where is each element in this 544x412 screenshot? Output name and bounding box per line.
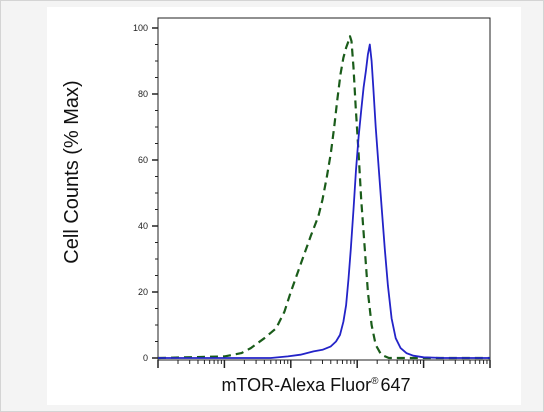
y-tick-label: 80 bbox=[138, 89, 148, 99]
y-tick-label: 20 bbox=[138, 287, 148, 297]
series-curve-2 bbox=[158, 43, 490, 359]
figure-panel bbox=[47, 7, 521, 405]
x-axis-label-main: mTOR-Alexa Fluor bbox=[221, 375, 371, 395]
y-tick-label: 40 bbox=[138, 221, 148, 231]
y-tick-label: 100 bbox=[133, 23, 148, 33]
x-axis-label-suffix: 647 bbox=[381, 375, 411, 395]
x-axis-label-super: ® bbox=[371, 376, 379, 387]
series-curve-1 bbox=[157, 35, 490, 360]
y-axis-label: Cell Counts (% Max) bbox=[61, 80, 83, 263]
axes: 0 20 40 60 80 100 bbox=[133, 17, 491, 368]
plot-frame bbox=[157, 17, 491, 361]
x-axis-label: mTOR-Alexa Fluor® 647 bbox=[221, 375, 410, 395]
plot-area bbox=[157, 35, 490, 360]
y-tick-label: 0 bbox=[143, 353, 148, 363]
y-tick-label: 60 bbox=[138, 155, 148, 165]
